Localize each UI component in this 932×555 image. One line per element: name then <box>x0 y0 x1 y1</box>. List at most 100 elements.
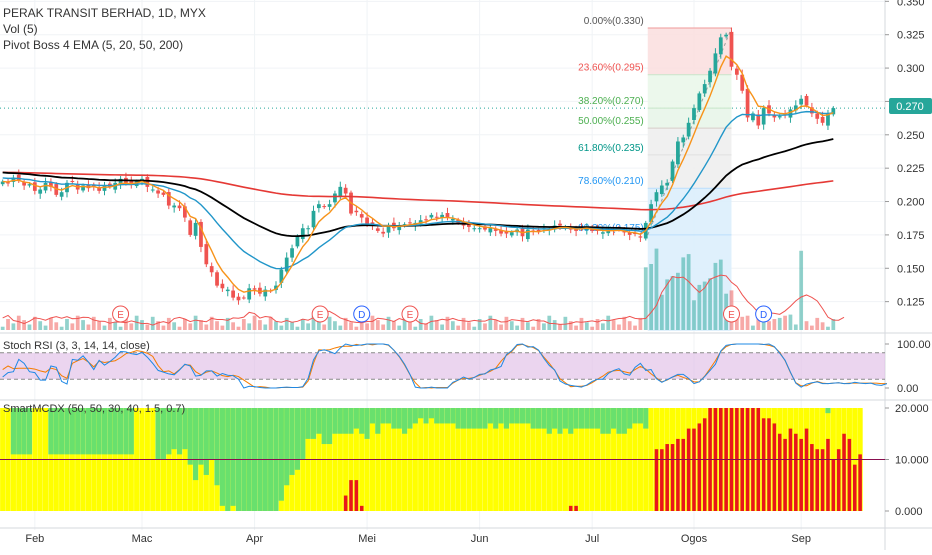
candle-body <box>804 95 809 106</box>
smartmcdx-green-bar <box>160 408 167 460</box>
smartmcdx-green-bar <box>294 408 300 470</box>
volume-bar <box>236 326 241 330</box>
volume-bar <box>258 320 262 330</box>
smi-axis-label: 20.000 <box>895 403 929 415</box>
candle-body <box>493 229 498 231</box>
volume-bar <box>397 325 402 330</box>
smartmcdx-red-bar <box>826 438 830 511</box>
candle-body <box>338 186 343 197</box>
event-marker-circle <box>723 305 740 323</box>
smartmcdx-green-bar <box>509 408 515 424</box>
candle-body <box>713 53 718 74</box>
volume-bar <box>252 315 257 330</box>
event-marker-circle <box>353 305 371 323</box>
smartmcdx-green-bar <box>594 408 601 429</box>
volume-bar <box>338 325 343 330</box>
smartmcdx-green-bar <box>428 408 434 419</box>
volume-bar <box>365 323 369 330</box>
volume-bar <box>681 257 686 330</box>
candle-body <box>499 229 503 234</box>
smartmcdx-green-bar <box>123 408 129 455</box>
candle-body <box>231 290 235 298</box>
volume-bar <box>429 315 434 330</box>
smartmcdx-red-bar <box>349 480 353 511</box>
smartmcdx-green-bar <box>578 408 585 429</box>
volume-bar <box>268 316 273 330</box>
smartmcdx-green-bar <box>471 408 477 429</box>
smartmcdx-red-bar <box>654 449 659 511</box>
candle-body <box>43 182 48 191</box>
smartmcdx-red-bar <box>836 449 841 511</box>
smartmcdx-green-bar <box>310 408 317 439</box>
candle-body <box>472 228 477 230</box>
volume-bar <box>306 323 311 330</box>
smartmcdx-green-bar <box>64 408 70 455</box>
volume-bar <box>718 259 723 330</box>
smartmcdx-red-bar <box>702 418 707 511</box>
smartmcdx-red-bar <box>568 505 573 511</box>
candle-body <box>799 98 804 105</box>
smartmcdx-red-bar <box>772 423 777 511</box>
smartmcdx-green-bar <box>589 408 595 429</box>
volume-bar <box>531 326 536 330</box>
candle-body <box>450 218 455 221</box>
candle-body <box>483 226 487 230</box>
candle-body <box>215 272 219 286</box>
candle-body <box>654 192 659 202</box>
volume-bar <box>579 317 584 330</box>
candle-body <box>676 141 680 165</box>
smartmcdx-green-bar <box>209 408 215 460</box>
volume-bar <box>381 324 386 330</box>
candle-body <box>488 228 493 233</box>
candle-body <box>97 187 102 191</box>
candle-body <box>209 266 214 273</box>
candle-body <box>161 192 166 195</box>
price-axis-label: 0.225 <box>897 163 925 175</box>
time-axis-label: Mei <box>358 533 376 545</box>
candle-body <box>670 161 675 181</box>
smartmcdx-red-bar <box>665 444 669 511</box>
smartmcdx-green-bar <box>348 408 354 434</box>
volume-bar <box>32 316 37 330</box>
smartmcdx-green-bar <box>369 408 376 424</box>
smartmcdx-green-bar <box>10 408 16 455</box>
last-price-badge-bg <box>889 98 932 114</box>
smartmcdx-red-bar <box>767 418 771 511</box>
price-axis-label: 0.175 <box>897 230 925 242</box>
smartmcdx-red-bar <box>810 444 814 511</box>
smartmcdx-label: SmartMCDX (50, 50, 30, 40, 1.5, 0.7) <box>3 403 185 415</box>
volume-bar <box>515 325 520 330</box>
candle-body <box>601 232 605 234</box>
volume-bar <box>81 320 85 330</box>
candle-body <box>284 257 289 272</box>
volume-bar <box>300 319 305 330</box>
candle-body <box>295 236 300 247</box>
smartmcdx-green-bar <box>450 408 456 424</box>
smartmcdx-green-bar <box>536 408 542 429</box>
volume-bar <box>65 319 69 330</box>
smartmcdx-green-bar <box>91 408 97 455</box>
smartmcdx-green-bar <box>69 408 75 455</box>
volume-bar <box>826 326 830 330</box>
candle-body <box>831 108 836 115</box>
smartmcdx-green-bar <box>230 408 236 506</box>
candle-body <box>27 184 32 186</box>
volume-bar <box>418 319 423 330</box>
candle-body <box>365 217 369 225</box>
candle-body <box>343 187 348 194</box>
candle-body <box>145 176 150 187</box>
volume-bar <box>627 321 632 330</box>
time-axis-label: Jun <box>471 533 489 545</box>
candle-body <box>525 229 530 240</box>
volume-bar <box>568 321 573 330</box>
volume-bar <box>150 316 155 330</box>
volume-bar <box>204 324 209 330</box>
candle-body <box>815 113 820 119</box>
time-axis-label: Ogos <box>681 533 708 545</box>
volume-bar <box>472 326 477 330</box>
smartmcdx-green-bar <box>118 408 124 455</box>
candle-body <box>408 222 412 224</box>
candle-body <box>740 74 745 91</box>
volume-bar <box>643 267 648 330</box>
